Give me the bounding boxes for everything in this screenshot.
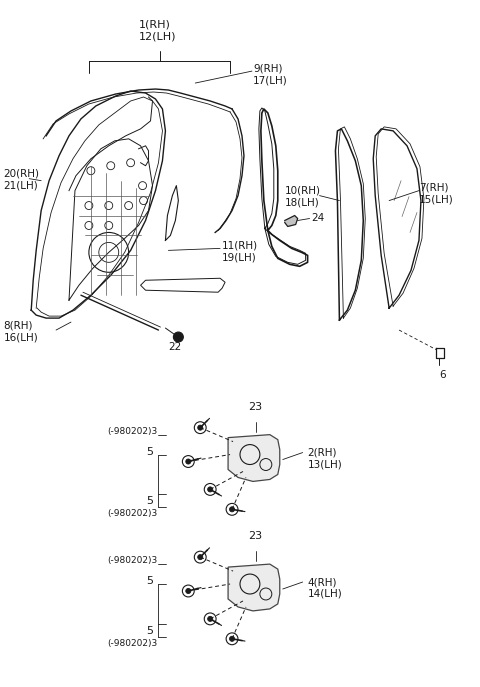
Text: (-980202)3: (-980202)3 bbox=[107, 509, 157, 518]
Text: 24: 24 bbox=[312, 212, 325, 223]
Text: (-980202)3: (-980202)3 bbox=[107, 556, 157, 565]
Text: 5: 5 bbox=[146, 447, 154, 457]
Text: 11(RH): 11(RH) bbox=[222, 240, 258, 251]
Circle shape bbox=[186, 459, 191, 464]
Text: 8(RH): 8(RH) bbox=[3, 320, 33, 330]
Polygon shape bbox=[228, 435, 280, 482]
Text: 23: 23 bbox=[248, 402, 262, 412]
Text: 4(RH)
14(LH): 4(RH) 14(LH) bbox=[308, 577, 342, 598]
Polygon shape bbox=[228, 564, 280, 611]
Text: 19(LH): 19(LH) bbox=[222, 252, 257, 262]
Text: 9(RH): 9(RH) bbox=[253, 63, 282, 73]
Circle shape bbox=[208, 487, 213, 492]
Text: 16(LH): 16(LH) bbox=[3, 332, 38, 342]
Text: 17(LH): 17(LH) bbox=[253, 75, 288, 85]
Circle shape bbox=[229, 636, 235, 642]
Circle shape bbox=[186, 589, 191, 594]
Text: 10(RH): 10(RH) bbox=[285, 185, 321, 196]
Circle shape bbox=[198, 554, 203, 560]
Text: 22: 22 bbox=[168, 342, 181, 352]
Text: 23: 23 bbox=[248, 531, 262, 541]
Text: (-980202)3: (-980202)3 bbox=[107, 427, 157, 436]
Circle shape bbox=[173, 332, 183, 342]
Circle shape bbox=[198, 425, 203, 430]
Text: 18(LH): 18(LH) bbox=[285, 198, 320, 207]
Text: 12(LH): 12(LH) bbox=[139, 32, 176, 41]
Text: (-980202)3: (-980202)3 bbox=[107, 639, 157, 648]
Text: 21(LH): 21(LH) bbox=[3, 181, 38, 191]
Text: 6: 6 bbox=[439, 370, 445, 380]
Text: 7(RH): 7(RH) bbox=[419, 183, 448, 192]
Text: 5: 5 bbox=[146, 497, 154, 506]
Text: 20(RH): 20(RH) bbox=[3, 169, 39, 179]
Polygon shape bbox=[285, 216, 298, 227]
Text: 5: 5 bbox=[146, 626, 154, 636]
Text: 1(RH): 1(RH) bbox=[139, 19, 170, 30]
Circle shape bbox=[208, 616, 213, 622]
Text: 2(RH)
13(LH): 2(RH) 13(LH) bbox=[308, 447, 342, 469]
Text: 15(LH): 15(LH) bbox=[419, 194, 454, 205]
Circle shape bbox=[229, 507, 235, 512]
Text: 5: 5 bbox=[146, 576, 154, 586]
